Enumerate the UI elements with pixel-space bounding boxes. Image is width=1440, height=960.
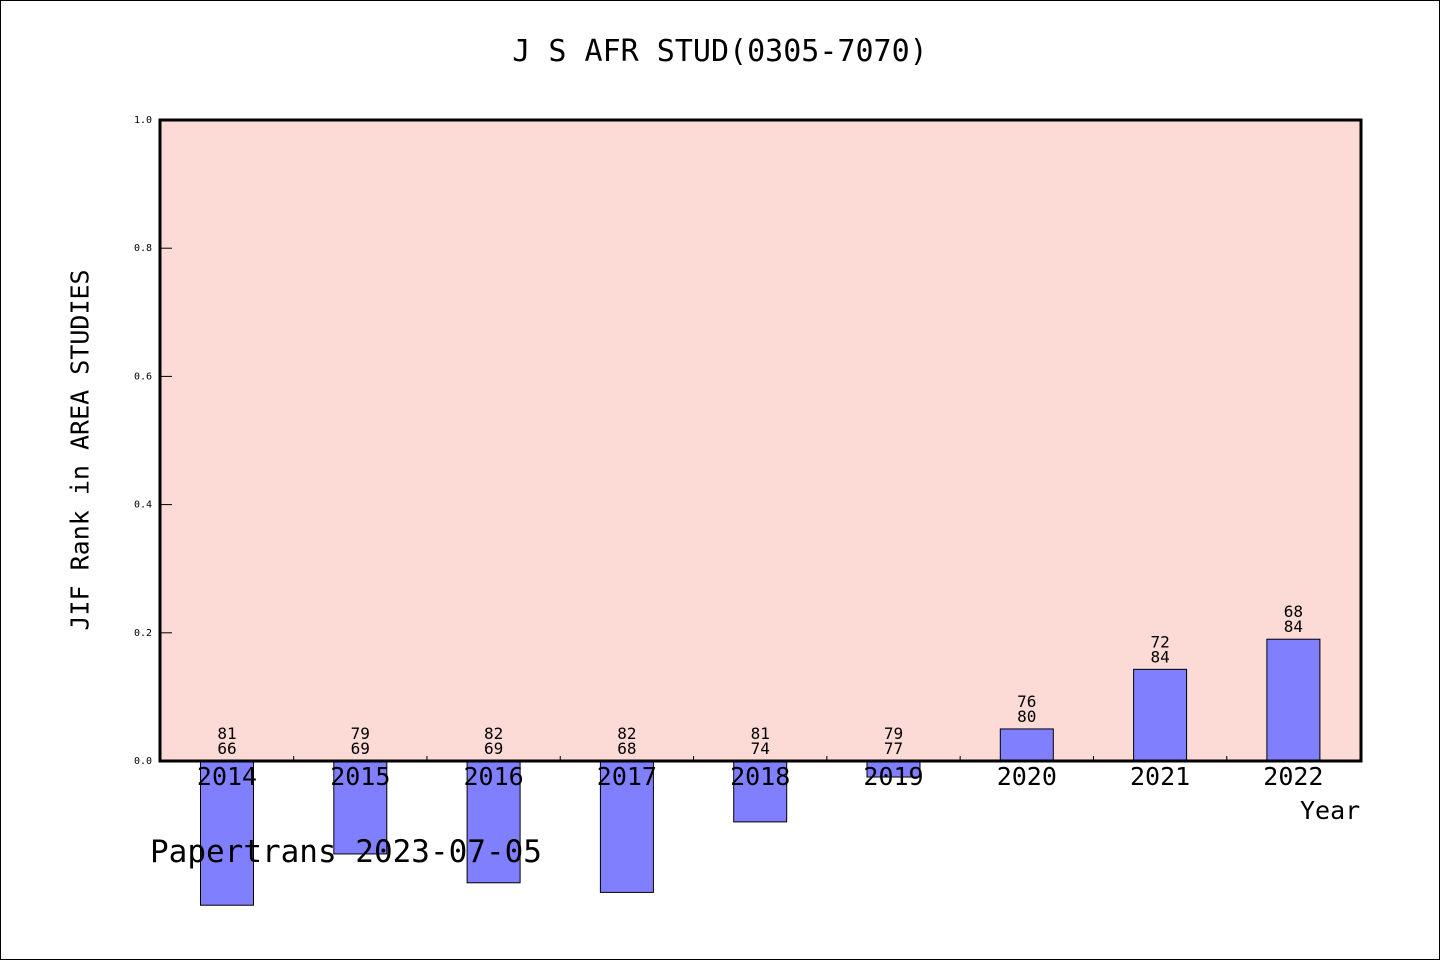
- x-tick-label: 2014: [197, 762, 257, 791]
- x-ticks-group: 2014 2015 2016 2017 2018 2019 2020 2021 2022: [197, 756, 1324, 791]
- rank-label: 81: [217, 724, 236, 743]
- total-label: 68: [617, 739, 636, 758]
- bar-2014: [200, 760, 254, 906]
- y-tick-label: 0.8: [134, 243, 152, 254]
- x-tick-label: 2015: [330, 762, 390, 791]
- total-label: 69: [351, 739, 370, 758]
- rank-label: 82: [484, 724, 503, 743]
- bar-2022: [1266, 638, 1321, 762]
- plot-area: [160, 120, 1361, 761]
- plot-border: [158, 118, 1363, 763]
- rank-label: 82: [617, 724, 636, 743]
- y-tick-label: 0.2: [134, 628, 152, 639]
- y-tick-label: 0.6: [134, 371, 152, 382]
- rank-label: 79: [351, 724, 370, 743]
- bar-2020: [999, 728, 1054, 762]
- bar-2017: [599, 760, 654, 893]
- y-tick-label: 0.0: [134, 756, 152, 767]
- x-tick-label: 2021: [1130, 762, 1190, 791]
- bar-2021: [1133, 668, 1188, 762]
- total-label: 66: [217, 739, 236, 758]
- total-label: 74: [751, 739, 770, 758]
- y-axis-label: JIF Rank in AREA STUDIES: [65, 269, 95, 631]
- total-label: 84: [1284, 617, 1303, 636]
- x-tick-label: 2017: [597, 762, 657, 791]
- y-tick-label: 1.0: [134, 115, 152, 126]
- rank-label: 76: [1017, 692, 1036, 711]
- chart-title: J S AFR STUD(0305-7070): [512, 34, 928, 69]
- x-axis-label: Year: [1300, 796, 1361, 825]
- bar-2018: [733, 760, 788, 823]
- bars-group: [200, 638, 1321, 906]
- x-tick-label: 2018: [730, 762, 790, 791]
- watermark-text: Papertrans 2023-07-05: [150, 834, 542, 870]
- y-tick-label: 0.4: [134, 500, 152, 511]
- total-label: 69: [484, 739, 503, 758]
- bar-2016: [466, 760, 521, 884]
- total-label: 84: [1150, 647, 1169, 666]
- rank-label: 81: [751, 724, 770, 743]
- rank-label: 72: [1150, 632, 1169, 651]
- x-tick-label: 2020: [997, 762, 1057, 791]
- x-tick-label: 2019: [863, 762, 923, 791]
- rank-label: 79: [884, 724, 903, 743]
- x-tick-label: 2022: [1263, 762, 1323, 791]
- x-tick-label: 2016: [463, 762, 523, 791]
- rank-label: 68: [1284, 602, 1303, 621]
- total-label: 77: [884, 739, 903, 758]
- total-label: 80: [1017, 707, 1036, 726]
